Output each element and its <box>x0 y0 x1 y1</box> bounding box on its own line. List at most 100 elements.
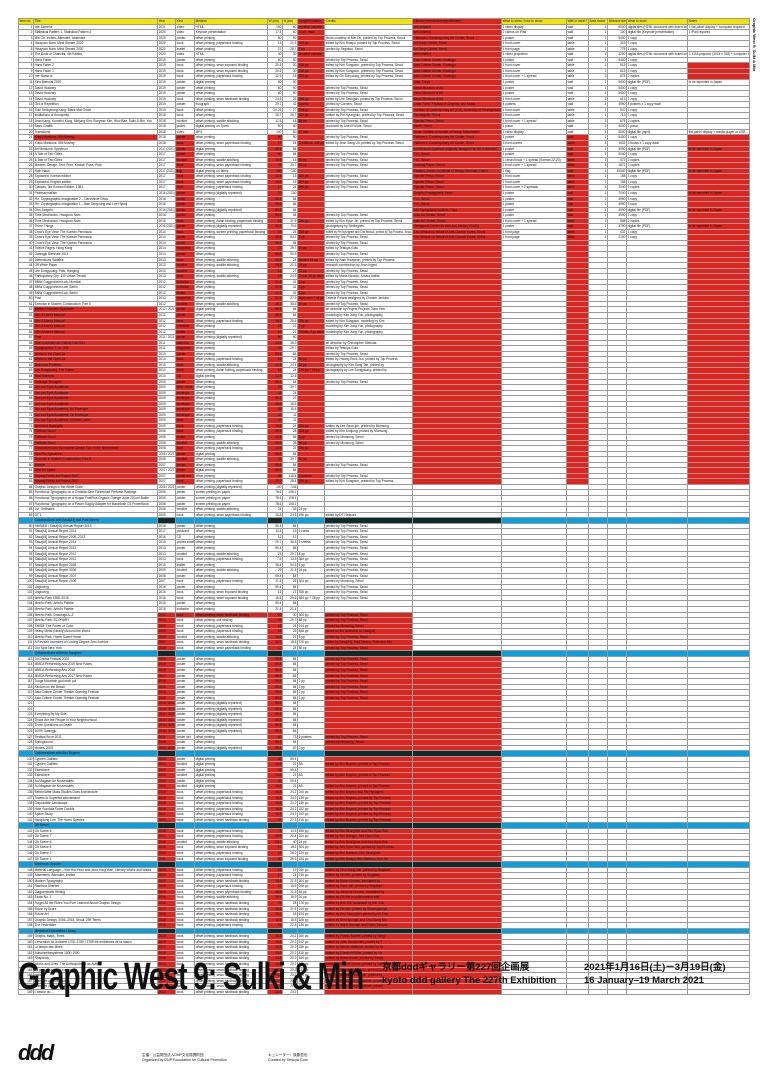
cell-text-width: 28.7 <box>275 301 282 306</box>
cell-text-duration: 2 posters <box>298 473 312 478</box>
cell-text-title: Springsound <box>34 740 53 745</box>
cell-text-year: 2015 <box>158 684 166 689</box>
cell-text-kind: booklet <box>176 551 187 556</box>
table-row: 16 Suki Seokyeong Kang: Black Mat Oriole 2… <box>18 106 750 114</box>
cell-year: 2011 / 2021 <box>157 334 176 341</box>
cell-notes <box>687 456 750 463</box>
cell-text-medium: offset printing (digitally reprinted) <box>195 335 242 340</box>
cell-text-year: 2006 <box>158 501 166 506</box>
cell-text-what-to-send: 1 copy <box>627 91 637 96</box>
cell-text-width: 61.5 <box>275 224 282 229</box>
cell-text-wall-or-table: table <box>567 113 575 118</box>
table-row: 74 Platform Seoul 2008 book offset printing,… <box>18 428 750 435</box>
cell-text-kind: poster <box>176 207 186 212</box>
cell-text-minimum-size: 158 <box>620 174 626 179</box>
cell-text-medium: digital printing <box>195 756 216 761</box>
cell-text-title: Min Oh: Invites, Attendee, Absentee <box>34 35 86 40</box>
cell-notes <box>687 389 750 397</box>
table-row: 6 The Book of Chances, 4th Edition 2020 vid… <box>18 51 750 58</box>
cell-text-minimum-size: 675 <box>620 118 626 123</box>
table-row: 11 Sinu Biennial 2020 2019 poster digital pr… <box>18 79 750 86</box>
cell-text-title: Sasa[44] Annual Report 2014 <box>34 529 77 534</box>
cell-text-duration: 180 pp <box>298 174 309 179</box>
cell-text-title: Ob Scene 1 <box>34 856 52 861</box>
cell-text-height: 21.5 <box>290 218 297 223</box>
cell-text-area-factor: 3 <box>604 157 607 162</box>
cell-text-duration: 248 pp <box>298 107 309 112</box>
cell-text-kind: book <box>176 446 184 451</box>
cell-text-client: Arko Art Center, Seoul <box>413 213 446 218</box>
cell-text-width: 59.4 <box>275 656 282 661</box>
cell-text-area-factor: 1 <box>604 85 607 90</box>
cell-text-credits: printed by Top Process, Seoul <box>325 590 368 595</box>
cell-text-title: Meeho Park 1985–2016 <box>34 595 69 600</box>
cell-text-item-no: 41 <box>28 246 33 251</box>
cell-text-duration: 152 pp <box>298 806 309 811</box>
cell-text-kind: book <box>176 257 184 262</box>
cell-text-width: 40 <box>277 52 282 57</box>
cell-text-title: Platform Seoul <box>34 440 56 445</box>
cell-text-item-no: 98 <box>28 568 33 573</box>
cell-text-kind: booklet <box>176 263 187 268</box>
cell-text-area-factor: 1 <box>604 30 607 35</box>
table-row: 80 Bulletin 2007 poster offset printing 59.4 8… <box>18 461 750 469</box>
cell-text-height: 21 <box>292 324 297 329</box>
cell-text-width: 14.8 <box>275 762 282 767</box>
table-row: 28 Explained: Korean edition 2017 book offse… <box>18 173 750 180</box>
cell-text-medium: digital printing <box>195 468 216 473</box>
cell-text-wall-or-table: table <box>567 63 575 68</box>
cell-text-kind: book <box>176 479 184 484</box>
cell-text-credits: printed by Top Process, Seoul <box>325 179 368 184</box>
cell-text-item-no: 115 <box>27 667 33 672</box>
cell-text-width: 16.8 <box>275 812 282 817</box>
cell-text-height: 13.5 <box>290 828 297 833</box>
cell-text-credits: printed by Munsung, Seoul <box>325 435 364 440</box>
cell-text-height: 54.5 <box>290 562 297 567</box>
cell-text-height: 20.4 <box>290 834 297 839</box>
cell-text-wall-or-table: table <box>567 185 575 190</box>
cell-kind: letter sheet <box>175 384 195 391</box>
cell-text-kind: booklet <box>176 157 187 162</box>
cell-text-year: 2015 <box>158 695 166 700</box>
cell-text-medium: offset printing <box>195 213 215 218</box>
cell-text-kind: video <box>176 129 185 134</box>
cell-text-title: Models 2005 <box>34 745 53 750</box>
cell-text-height: 60 <box>292 24 297 29</box>
cell-text-year: 2020 <box>158 767 166 772</box>
cell-text-duration: 236 pp <box>298 446 309 451</box>
cell-how-to-show: 1 closed book + 1 spread (Korean 22-23) <box>501 156 567 164</box>
cell-text-height: 84 <box>292 584 297 589</box>
cell-text-width: 26.7 <box>275 113 282 118</box>
cell-text-height: 73 <box>292 734 297 739</box>
cell-text-width: 16 <box>277 229 282 234</box>
cell-text-height: 21 <box>292 784 297 789</box>
cell-text-credits: edited by Ahn Boyeon and Pei Hyungmin <box>325 790 384 795</box>
cell-text-what-to-send: digital file (PDF) <box>627 224 651 229</box>
cell-text-year: 2016 <box>158 590 166 595</box>
cell-text-kind: book <box>176 618 184 623</box>
cell-text-minimum-size: 4990 <box>618 102 626 107</box>
cell-text-item-no: 94 <box>28 545 33 550</box>
cell-text-height: 41 <box>292 290 297 295</box>
table-row: 46 Participatory City: 100 Urban Trends 20… <box>18 273 750 280</box>
cell-text-year: 2014 <box>158 251 166 256</box>
cell-text-height: 26.7 <box>290 113 297 118</box>
cell-text-year: 2017 <box>158 185 166 190</box>
cell-text-width: 78.6 <box>275 496 282 501</box>
cell-text-title: Ob Scene 4 <box>34 845 52 850</box>
cell-text-medium: offset printing, sewn paperback binding <box>195 174 251 179</box>
cell-text-height: 22 <box>292 396 297 401</box>
cell-text-height: 33 <box>292 507 297 512</box>
cell-text-kind: booklet <box>176 762 187 767</box>
section-title: Ob Scene <box>34 823 49 828</box>
cell-text-year: 2014 / 2021 <box>158 729 175 733</box>
cell-text-duration: 384 pp + 28 pp <box>298 595 320 600</box>
cell-text-width: 21.5 <box>275 285 282 290</box>
cell-text-title: Ungloving <box>34 590 49 595</box>
cell-text-width: 78.6 <box>275 501 282 506</box>
cell-text-height: 84 <box>292 706 297 711</box>
cell-text-duration: 6 pp <box>298 279 305 284</box>
cell-text-credits: printed by Top Process, Seoul <box>325 118 368 123</box>
cell-text-year: 2008 <box>158 429 166 434</box>
cell-text-item-no: 54 <box>28 318 33 323</box>
